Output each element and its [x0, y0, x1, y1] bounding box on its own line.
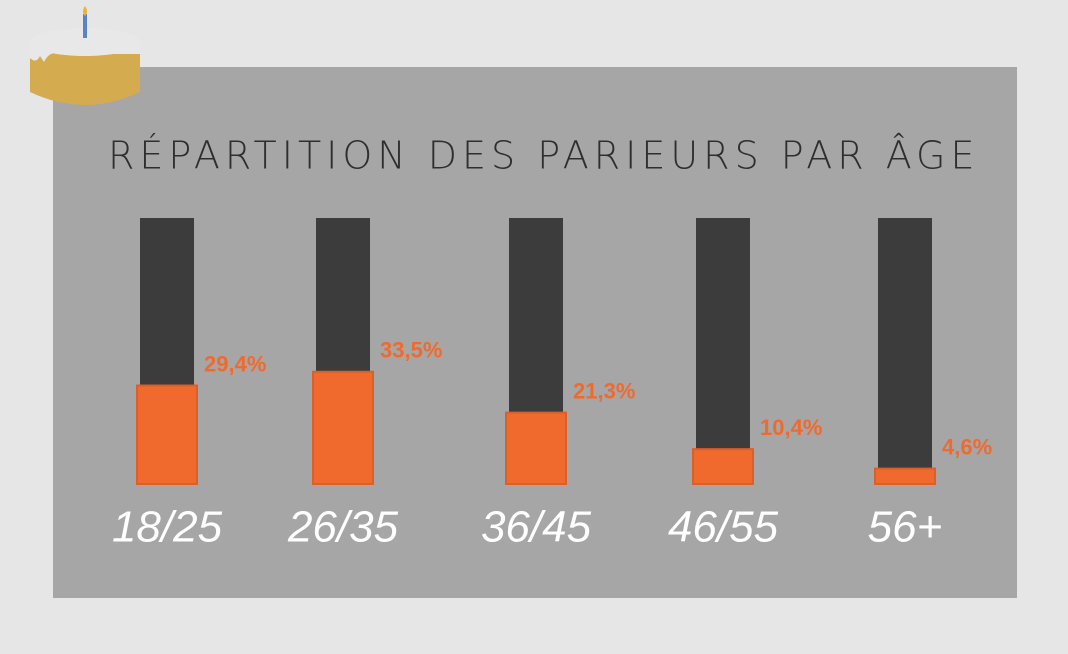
bar: [136, 384, 198, 486]
x-tick-label: 56+: [868, 503, 943, 552]
value-label: 33,5%: [380, 338, 442, 363]
bar: [874, 467, 936, 485]
x-tick-label: 18/25: [112, 503, 223, 552]
bar-track: [878, 218, 932, 484]
chart-title: RÉPARTITION DES PARIEURS PAR ÂGE: [108, 134, 980, 178]
cake-icon: [30, 6, 140, 105]
bar-track: [696, 218, 750, 484]
x-tick-label: 36/45: [481, 503, 592, 552]
x-tick-label: 46/55: [668, 503, 779, 552]
bar: [312, 370, 374, 485]
value-label: 29,4%: [204, 351, 266, 376]
bar: [505, 411, 567, 485]
x-tick-label: 26/35: [287, 503, 399, 552]
bar: [692, 448, 754, 486]
value-label: 10,4%: [760, 415, 822, 440]
value-label: 4,6%: [942, 434, 992, 459]
value-label: 21,3%: [573, 378, 635, 403]
